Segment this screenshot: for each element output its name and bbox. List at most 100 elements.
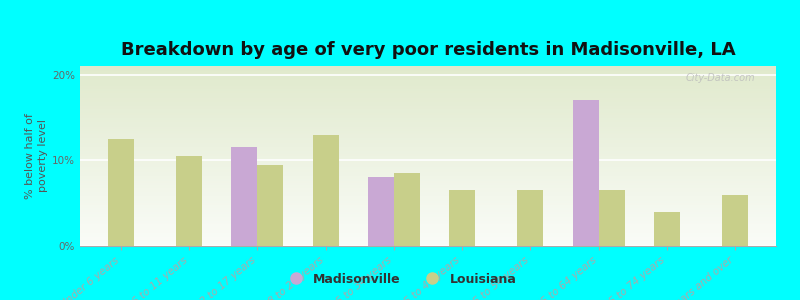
Bar — [80, 142, 776, 143]
Bar — [80, 145, 776, 147]
Bar — [449, 190, 475, 246]
Bar — [80, 190, 776, 192]
Bar — [518, 190, 543, 246]
Bar — [80, 120, 776, 122]
Bar — [80, 84, 776, 86]
Bar — [80, 100, 776, 102]
Bar — [80, 77, 776, 79]
Bar — [80, 223, 776, 224]
Bar — [80, 178, 776, 179]
Bar — [80, 185, 776, 187]
Bar — [231, 147, 258, 246]
Bar — [80, 212, 776, 214]
Bar — [80, 79, 776, 80]
Bar — [80, 136, 776, 138]
Bar — [80, 109, 776, 111]
Bar — [80, 161, 776, 163]
Bar — [80, 116, 776, 118]
Bar — [80, 194, 776, 196]
Bar — [80, 107, 776, 109]
Bar — [80, 82, 776, 84]
Bar — [80, 208, 776, 210]
Bar — [80, 75, 776, 77]
Bar — [394, 173, 420, 246]
Bar — [258, 165, 283, 246]
Bar — [80, 127, 776, 129]
Bar — [80, 235, 776, 237]
Bar — [80, 215, 776, 217]
Bar — [80, 104, 776, 106]
Bar — [80, 68, 776, 70]
Bar — [80, 237, 776, 239]
Bar — [80, 111, 776, 113]
Bar — [80, 71, 776, 73]
Bar — [80, 140, 776, 142]
Bar — [80, 176, 776, 178]
Bar — [80, 167, 776, 169]
Bar — [80, 174, 776, 176]
Bar — [80, 239, 776, 241]
Bar — [573, 100, 598, 246]
Bar — [80, 86, 776, 88]
Bar — [80, 113, 776, 115]
Bar — [654, 212, 680, 246]
Legend: Madisonville, Louisiana: Madisonville, Louisiana — [278, 268, 522, 291]
Bar — [80, 115, 776, 116]
Bar — [80, 89, 776, 91]
Bar — [80, 219, 776, 221]
Bar — [80, 154, 776, 156]
Bar — [80, 233, 776, 235]
Bar — [80, 149, 776, 151]
Bar — [80, 226, 776, 228]
Bar — [80, 106, 776, 107]
Bar — [80, 133, 776, 134]
Bar — [80, 134, 776, 136]
Bar — [80, 206, 776, 208]
Bar — [108, 139, 134, 246]
Bar — [80, 172, 776, 174]
Bar — [80, 170, 776, 172]
Bar — [80, 118, 776, 120]
Bar — [80, 192, 776, 194]
Bar — [80, 230, 776, 232]
Bar — [80, 187, 776, 188]
Bar — [80, 205, 776, 206]
Bar — [80, 80, 776, 82]
Bar — [80, 70, 776, 71]
Bar — [80, 244, 776, 246]
Bar — [80, 95, 776, 97]
Bar — [80, 196, 776, 197]
Bar — [80, 188, 776, 190]
Bar — [80, 143, 776, 145]
Bar — [176, 156, 202, 246]
Bar — [80, 129, 776, 131]
Bar — [80, 197, 776, 199]
Bar — [80, 199, 776, 201]
Bar — [80, 73, 776, 75]
Bar — [722, 195, 748, 246]
Bar — [80, 224, 776, 226]
Bar — [80, 232, 776, 233]
Bar — [80, 241, 776, 242]
Bar — [80, 102, 776, 104]
Bar — [80, 242, 776, 244]
Bar — [80, 217, 776, 219]
Bar — [80, 88, 776, 89]
Bar — [80, 66, 776, 68]
Bar — [80, 221, 776, 223]
Bar — [80, 156, 776, 158]
Bar — [80, 181, 776, 183]
Bar — [80, 179, 776, 181]
Text: City-Data.com: City-Data.com — [686, 73, 755, 83]
Bar — [80, 214, 776, 215]
Bar — [80, 152, 776, 154]
Bar — [80, 165, 776, 167]
Bar — [80, 93, 776, 95]
Bar — [313, 135, 338, 246]
Y-axis label: % below half of
poverty level: % below half of poverty level — [25, 113, 48, 199]
Bar — [80, 124, 776, 125]
Bar — [80, 169, 776, 170]
Bar — [80, 125, 776, 127]
Bar — [80, 160, 776, 161]
Bar — [80, 91, 776, 93]
